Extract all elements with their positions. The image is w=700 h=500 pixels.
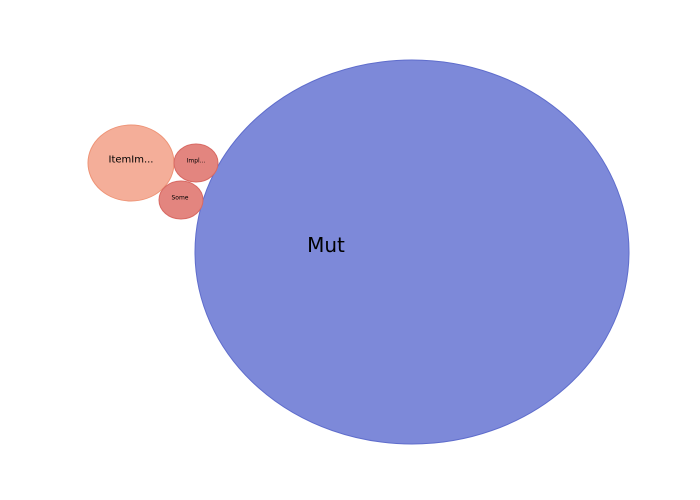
bubble-label: Some [171, 195, 188, 202]
bubble-2: ItemIm... [87, 124, 175, 202]
bubble-1: Mut [194, 59, 630, 445]
bubble-circle [173, 143, 219, 183]
bubble-label: Mut [307, 233, 345, 257]
bubble-label: ItemIm... [109, 155, 154, 166]
bubble-circle [158, 180, 204, 220]
bubble-4: Some [158, 180, 204, 220]
bubbles-layer: Mut ItemIm... Impl... Some [87, 59, 630, 445]
bubble-label: Impl... [187, 158, 206, 165]
bubble-circle [194, 59, 630, 445]
bubble-3: Impl... [173, 143, 219, 183]
